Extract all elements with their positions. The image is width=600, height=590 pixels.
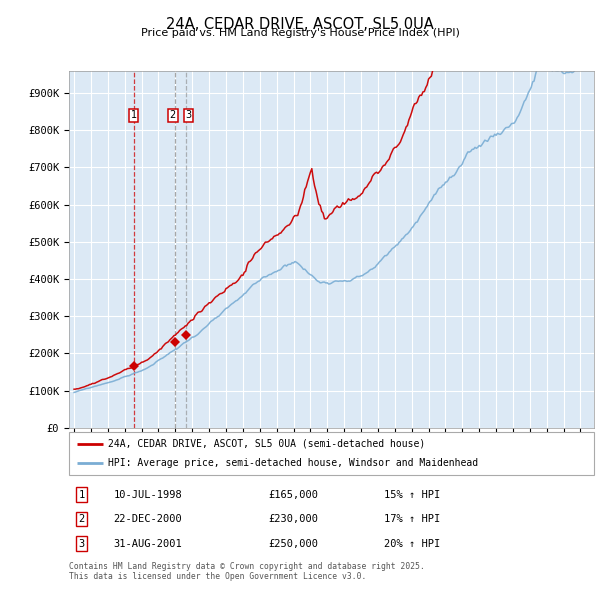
Text: £250,000: £250,000	[269, 539, 319, 549]
Text: 24A, CEDAR DRIVE, ASCOT, SL5 0UA: 24A, CEDAR DRIVE, ASCOT, SL5 0UA	[166, 17, 434, 31]
Text: 10-JUL-1998: 10-JUL-1998	[113, 490, 182, 500]
Text: 31-AUG-2001: 31-AUG-2001	[113, 539, 182, 549]
Text: 17% ↑ HPI: 17% ↑ HPI	[384, 514, 440, 524]
Text: 2: 2	[79, 514, 85, 524]
Text: 2: 2	[170, 110, 176, 120]
Text: 15% ↑ HPI: 15% ↑ HPI	[384, 490, 440, 500]
Text: 20% ↑ HPI: 20% ↑ HPI	[384, 539, 440, 549]
Text: 1: 1	[79, 490, 85, 500]
Text: 3: 3	[185, 110, 191, 120]
Text: Price paid vs. HM Land Registry's House Price Index (HPI): Price paid vs. HM Land Registry's House …	[140, 28, 460, 38]
Text: £165,000: £165,000	[269, 490, 319, 500]
Text: 24A, CEDAR DRIVE, ASCOT, SL5 0UA (semi-detached house): 24A, CEDAR DRIVE, ASCOT, SL5 0UA (semi-d…	[109, 439, 425, 449]
Text: £230,000: £230,000	[269, 514, 319, 524]
FancyBboxPatch shape	[69, 432, 594, 475]
Text: 1: 1	[131, 110, 137, 120]
Text: 22-DEC-2000: 22-DEC-2000	[113, 514, 182, 524]
Text: HPI: Average price, semi-detached house, Windsor and Maidenhead: HPI: Average price, semi-detached house,…	[109, 458, 479, 468]
Text: Contains HM Land Registry data © Crown copyright and database right 2025.
This d: Contains HM Land Registry data © Crown c…	[69, 562, 425, 581]
Text: 3: 3	[79, 539, 85, 549]
